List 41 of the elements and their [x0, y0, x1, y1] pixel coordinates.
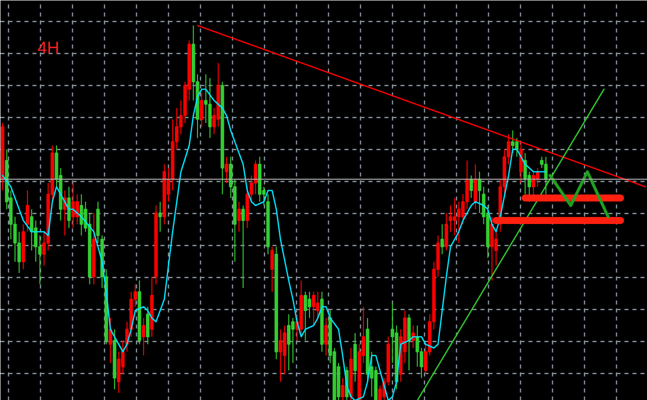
- candlestick: [324, 318, 328, 356]
- candlestick: [440, 224, 444, 255]
- candlestick: [34, 220, 38, 262]
- candlestick: [237, 201, 241, 232]
- candlestick: [407, 314, 411, 371]
- candlestick: [282, 325, 286, 375]
- candlestick: [474, 164, 478, 210]
- candlestick: [241, 205, 245, 289]
- candlestick: [378, 385, 382, 400]
- candlestick: [108, 318, 112, 364]
- candlestick: [142, 318, 146, 356]
- candlestick: [71, 182, 75, 229]
- candlestick: [30, 208, 34, 252]
- candlestick: [224, 156, 228, 184]
- candlestick: [270, 246, 274, 292]
- candlestick: [208, 78, 212, 139]
- candlestick: [254, 160, 258, 195]
- candlestick: [469, 175, 473, 199]
- candlestick: [515, 138, 519, 158]
- candlestick: [444, 212, 448, 252]
- candlestick: [278, 328, 282, 382]
- candlestick: [304, 291, 308, 341]
- candlestick: [116, 351, 120, 394]
- candlestick: [67, 186, 71, 229]
- candlestick: [312, 291, 316, 326]
- annotation: 4H: [38, 38, 60, 58]
- candlestick: [287, 314, 290, 371]
- candlestick: [200, 92, 204, 128]
- candlestick: [158, 201, 162, 232]
- candlestick: [316, 291, 320, 319]
- candlestick: [146, 306, 150, 345]
- candlestick: [416, 325, 420, 368]
- candlestick: [80, 194, 84, 236]
- candlestick: [26, 190, 30, 232]
- candlestick: [340, 378, 344, 400]
- candlestick: [452, 198, 456, 236]
- candlestick: [490, 216, 494, 282]
- candlestick: [308, 291, 312, 319]
- candlestick: [204, 74, 208, 124]
- candlestick: [457, 201, 461, 244]
- candlestick: [291, 318, 295, 364]
